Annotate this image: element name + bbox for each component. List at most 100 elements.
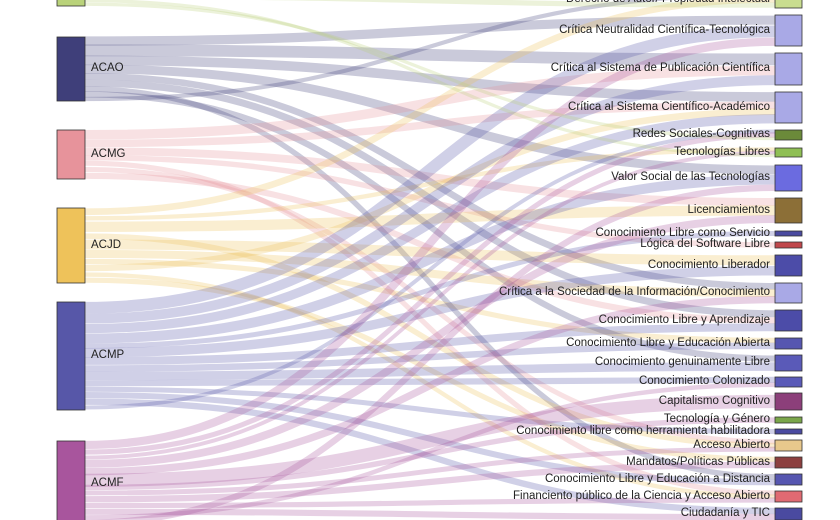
source-label-acmg: ACMG: [91, 147, 126, 160]
target-node-0[interactable]: [774, 0, 803, 9]
target-node-20[interactable]: [774, 456, 803, 469]
target-label-12: Conocimiento Libre y Aprendizaje: [598, 313, 770, 326]
link-ACMF-20: [84, 461, 776, 503]
link-ACMP-13: [84, 342, 776, 372]
link-ACJD-11: [84, 249, 776, 298]
target-label-19: Acceso Abierto: [693, 438, 770, 451]
source-node-acjd[interactable]: [56, 207, 86, 284]
source-node-acmf[interactable]: [56, 440, 86, 520]
link-ACMG-19: [84, 167, 776, 445]
link-ACJD-5: [84, 147, 776, 221]
target-node-6[interactable]: [774, 164, 803, 192]
target-label-15: Conocimiento Colonizado: [638, 375, 770, 387]
target-node-16[interactable]: [774, 392, 803, 411]
link-ACAO-1: [84, 15, 776, 46]
target-node-15[interactable]: [774, 376, 803, 388]
link-ACMP-10: [84, 266, 776, 358]
link-ACMG-9: [84, 154, 776, 248]
target-node-22[interactable]: [774, 490, 803, 503]
target-node-11[interactable]: [774, 282, 803, 304]
link-ACMF-19: [84, 446, 776, 496]
target-node-7[interactable]: [774, 197, 803, 224]
target-label-9: Lógica del Software Libre: [640, 238, 770, 250]
target-label-0: Derecho de Autor/ Propiedad Intelectual: [566, 0, 770, 6]
source-label-acjd: ACJD: [91, 238, 122, 251]
target-node-19[interactable]: [774, 439, 803, 452]
source-node-acmp[interactable]: [56, 301, 86, 411]
link-ACJD-3: [84, 108, 776, 272]
link-ACMP-12: [84, 323, 776, 365]
link-top-5: [84, 0, 776, 158]
link-ACAO-11: [84, 72, 776, 290]
target-node-14[interactable]: [774, 354, 803, 372]
target-label-1: Crítica Neutralidad Científica-Tecnológi…: [559, 23, 770, 36]
link-ACMP-4: [84, 129, 776, 410]
target-label-16: Capitalismo Cognitivo: [658, 394, 770, 407]
link-ACAO-12: [84, 79, 776, 318]
source-node-acao[interactable]: [56, 36, 86, 102]
link-ACMF-5: [84, 150, 776, 460]
target-label-5: Tecnologías Libres: [674, 145, 770, 158]
target-label-20: Mandatos/Políticas Públicas: [626, 455, 770, 468]
link-ACJD-20: [84, 277, 776, 462]
link-ACMG-3: [84, 101, 776, 148]
link-ACMF-11: [84, 296, 776, 476]
link-ACJD-22: [84, 272, 776, 499]
link-ACMP-1: [84, 25, 776, 314]
target-label-11: Crítica a la Sociedad de la Información/…: [498, 286, 770, 298]
link-ACMF-1: [84, 37, 776, 450]
target-node-12[interactable]: [774, 309, 803, 332]
target-node-10[interactable]: [774, 254, 803, 277]
target-node-18[interactable]: [774, 428, 803, 435]
link-ACJD-10: [84, 239, 776, 266]
target-label-10: Conocimiento Liberador: [647, 258, 770, 271]
link-ACMF-4: [84, 132, 776, 455]
link-ACMG-7: [84, 147, 776, 206]
link-top-4: [84, 2, 776, 141]
target-label-22: Financiento público de la Ciencia y Acce…: [513, 489, 770, 502]
source-label-acmp: ACMP: [91, 349, 125, 361]
target-node-1[interactable]: [774, 14, 803, 47]
link-ACJD-0: [84, 0, 776, 216]
link-ACJD-13: [84, 258, 776, 343]
target-node-21[interactable]: [774, 473, 803, 486]
link-ACMF-23: [84, 508, 776, 520]
link-ACMF-17: [84, 417, 776, 491]
target-node-9[interactable]: [774, 241, 803, 249]
link-ACAO-21: [84, 86, 776, 480]
link-ACMF-15: [84, 382, 776, 520]
target-label-7: Licenciamientos: [687, 203, 770, 216]
target-label-3: Crítica al Sistema Científico-Académico: [568, 100, 770, 113]
target-node-4[interactable]: [774, 129, 803, 141]
link-ACMF-7: [84, 215, 776, 468]
target-node-5[interactable]: [774, 147, 803, 158]
target-node-8[interactable]: [774, 230, 803, 237]
link-ACMP-23: [84, 398, 776, 515]
target-node-17[interactable]: [774, 416, 803, 424]
link-ACAO-14: [84, 91, 776, 362]
link-ACJD-19: [84, 233, 776, 449]
link-ACMF-22: [84, 497, 776, 509]
link-ACMP-8: [84, 231, 776, 349]
target-label-6: Valor Social de las Tecnologías: [611, 171, 770, 183]
link-ACMP-21: [84, 392, 776, 486]
link-ACMF-6: [84, 184, 776, 520]
target-node-3[interactable]: [774, 91, 803, 124]
source-node-acmg[interactable]: [56, 129, 86, 180]
link-ACMP-2: [84, 75, 776, 324]
target-node-13[interactable]: [774, 337, 803, 350]
link-top-0: [258, 0, 776, 8]
target-node-23[interactable]: [774, 507, 803, 520]
link-ACMP-3: [84, 114, 776, 334]
link-ACMP-6: [84, 174, 776, 344]
target-label-8: Conocimiento Libre como Servicio: [595, 226, 771, 239]
target-label-18: Conocimiento libre como herramienta habi…: [516, 424, 770, 437]
link-ACMP-18: [84, 386, 776, 434]
target-label-14: Conocimiento genuinamente Libre: [594, 356, 770, 368]
link-ACAO-0: [84, 0, 672, 102]
source-node-top[interactable]: [56, 0, 86, 7]
target-label-17: Tecnología y Género: [663, 413, 770, 425]
source-label-acmf: ACMF: [91, 476, 124, 489]
target-node-2[interactable]: [774, 52, 803, 86]
